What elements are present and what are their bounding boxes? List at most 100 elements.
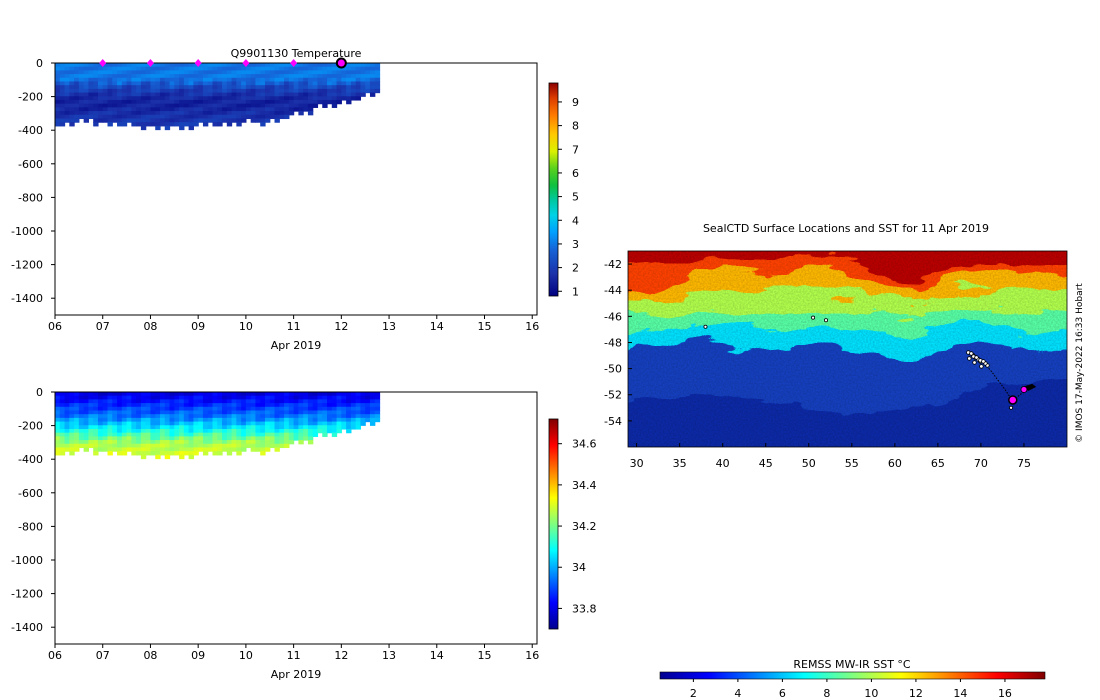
section-cell [269,443,276,449]
section-cell [226,432,233,437]
section-cell [231,432,237,437]
section-cell [250,417,257,423]
section-cell [159,399,166,404]
lat-tick-label: -52 [604,389,622,402]
section-cell [255,111,261,116]
section-cell [169,114,175,120]
section-cell [322,66,328,71]
section-cell [145,70,152,75]
section-cell [140,395,147,400]
section-cell [269,403,276,408]
section-cell [369,399,376,404]
section-cell [188,74,194,79]
section-cell [360,85,366,90]
section-cell [140,66,147,71]
section-cell [336,399,342,404]
x-tick-label: 10 [239,320,253,333]
section-cell [188,92,194,97]
section-cell [155,92,161,97]
section-cell [303,63,309,68]
section-cell [150,399,156,404]
section-cell [327,414,333,419]
section-cell [331,63,338,68]
section-cell [331,103,338,108]
section-cell [350,77,357,83]
section-cell [59,399,66,404]
section-cell [274,118,280,123]
section-cell [274,414,280,419]
section-cell [274,88,280,94]
section-cell [212,122,218,127]
section-cell [136,403,142,408]
section-cell [117,114,123,120]
section-cell [102,425,109,430]
section-cell [322,63,328,68]
section-cell [131,406,137,412]
section-cell [260,440,266,445]
section-cell [346,85,352,90]
section-cell [303,425,309,430]
section-cell [140,74,147,79]
section-cell [126,443,132,449]
sst-colorbar-ramp [659,671,1046,680]
section-cell [202,406,209,412]
section-cell [97,447,104,452]
section-cell [107,440,113,445]
section-cell [131,451,137,456]
section-cell [93,399,99,404]
section-cell [83,114,89,120]
section-cell [179,122,185,127]
section-cell [64,399,70,404]
section-cell [164,103,171,108]
salinity-x-axis: 06 07 08 09 10 11 12 13 14 15 16 [48,644,539,662]
section-cell [150,432,156,437]
section-cell [126,392,132,397]
section-cell [183,417,190,423]
section-cell [355,88,362,94]
section-cell [59,70,66,75]
section-cell [231,81,237,86]
section-cell [288,417,295,423]
section-cell [155,96,161,101]
section-cell [260,395,266,400]
section-cell [298,96,304,101]
colorbar-ramp [548,82,559,297]
section-cell [369,88,376,94]
section-cell [284,421,290,426]
section-cell [83,63,89,68]
section-cell [260,406,266,412]
section-cell [307,96,314,101]
section-cell [307,428,314,434]
section-cell [198,436,204,441]
section-cell [93,103,99,108]
section-cell [222,96,228,101]
section-cell [336,395,342,400]
section-cell [217,114,223,120]
section-cell [212,451,218,456]
y-tick-label: -400 [18,453,43,466]
section-cell [322,428,328,434]
section-cell [202,392,209,397]
section-cell [145,88,152,94]
section-cell [279,425,285,430]
section-cell [207,99,214,105]
section-cell [284,107,290,112]
section-cell [179,103,185,108]
section-cell [121,421,128,426]
section-cell [245,417,252,423]
section-cell [64,88,70,94]
section-cell [155,77,161,83]
section-cell [336,96,342,101]
section-cell [279,88,285,94]
section-cell [126,414,132,419]
section-cell [131,428,137,434]
section-cell [226,392,233,397]
section-cell [183,421,190,426]
section-cell [317,428,323,434]
colorbar-tick-label: 34.2 [572,520,597,533]
colorbar-tick-label: 1 [572,285,579,298]
section-cell [241,66,247,71]
x-tick-label: 11 [287,320,301,333]
x-tick-label: 08 [143,649,157,662]
section-cell [131,70,137,75]
